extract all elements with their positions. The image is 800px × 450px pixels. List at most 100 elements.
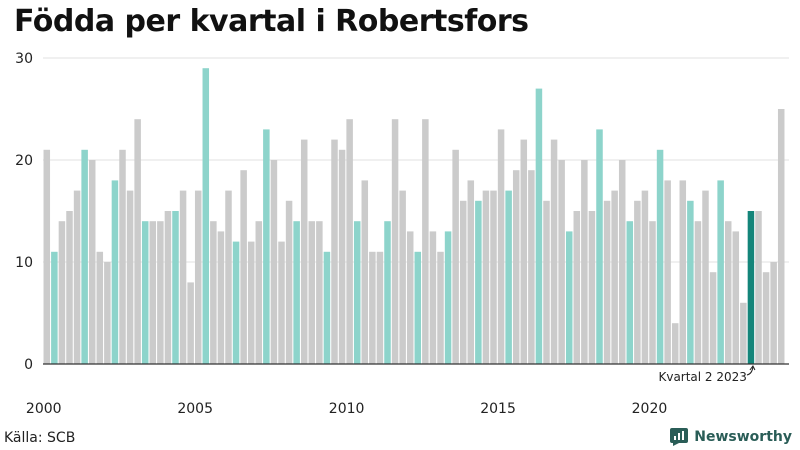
bar-2001-K3: 2001 K3: 20	[88, 160, 96, 364]
bar-2020-K4: 2020 K4: 4	[671, 323, 679, 364]
bar-2002-K1: 2002 K1: 10	[104, 262, 111, 364]
bar-2003-K4: 2003 K4: 14	[157, 221, 164, 364]
bar-2005-K4: 2005 K4: 13	[217, 231, 225, 364]
bar-2013-K2: 2013 K2: 13	[444, 231, 452, 364]
bar-2013-K4: 2013 K4: 16	[459, 200, 467, 364]
bar-2018-K1: 2018 K1: 15	[588, 211, 596, 364]
bar-2021-K2: 2021 K2: 16	[687, 200, 694, 364]
bar-2002-K4: 2002 K4: 17	[126, 190, 134, 364]
bar-2023-K3: 2023 K3: 15	[755, 211, 762, 364]
bar-2018-K4: 2018 K4: 17	[611, 190, 618, 364]
x-axis-ticks: 2000 2005 2010 2015 2020	[26, 401, 667, 417]
x-tick-label-2000: 2000	[26, 401, 62, 417]
bar-2000-K2: 2000 K2: 11	[51, 251, 58, 364]
bar-2008-K3: 2008 K3: 22	[300, 139, 308, 364]
bar-2018-K2: 2018 K2: 23	[596, 129, 603, 364]
bar-2014-K3: 2014 K3: 17	[482, 190, 490, 364]
bar-2009-K2: 2009 K2: 11	[323, 251, 331, 364]
bar-2022-K4: 2022 K4: 13	[732, 231, 740, 364]
bar-2023-K4: 2023 K4: 9	[762, 272, 770, 364]
bar-2017-K2: 2017 K2: 13	[565, 231, 573, 364]
bar-2001-K4: 2001 K4: 11	[96, 251, 104, 364]
bar-2014-K1: 2014 K1: 18	[467, 180, 475, 364]
bar-2009-K3: 2009 K3: 22	[331, 139, 338, 364]
bar-2021-K4: 2021 K4: 17	[702, 190, 709, 364]
annotation-arrowhead	[749, 365, 756, 371]
chart-title: Födda per kvartal i Robertsfors	[14, 4, 529, 39]
bar-2013-K1: 2013 K1: 11	[437, 251, 444, 364]
bar-2019-K3: 2019 K3: 16	[634, 200, 641, 364]
bar-2000-K3: 2000 K3: 14	[58, 221, 66, 364]
bar-2017-K3: 2017 K3: 15	[573, 211, 581, 364]
bar-2002-K2: 2002 K2: 18	[111, 180, 119, 364]
bar-2003-K3: 2003 K3: 14	[149, 221, 157, 364]
bar-2002-K3: 2002 K3: 21	[119, 149, 126, 364]
bar-2016-K3: 2016 K3: 16	[543, 200, 550, 364]
bar-2010-K2: 2010 K2: 14	[353, 221, 361, 364]
annotation-label: Kvartal 2 2023	[658, 370, 746, 384]
bar-2021-K3: 2021 K3: 14	[694, 221, 702, 364]
bar-2014-K4: 2014 K4: 17	[490, 190, 497, 364]
bar-2022-K1: 2022 K1: 9	[709, 272, 717, 364]
bar-2011-K2: 2011 K2: 14	[384, 221, 391, 364]
bar-2019-K4: 2019 K4: 17	[641, 190, 649, 364]
bar-2016-K2: 2016 K2: 27	[535, 88, 543, 364]
brand-logo[interactable]: Newsworthy	[670, 426, 792, 448]
y-tick-label: 30	[15, 51, 33, 67]
bar-2022-K3: 2022 K3: 14	[724, 221, 732, 364]
bar-2010-K4: 2010 K4: 11	[369, 251, 376, 364]
bar-2016-K1: 2016 K1: 19	[528, 170, 535, 364]
bar-2007-K3: 2007 K3: 20	[270, 160, 278, 364]
brand-name: Newsworthy	[694, 429, 792, 445]
bar-2004-K1: 2004 K1: 15	[164, 211, 172, 364]
bar-2007-K2: 2007 K2: 23	[263, 129, 270, 364]
bar-2020-K2: 2020 K2: 21	[656, 149, 664, 364]
bar-2004-K4: 2004 K4: 8	[187, 282, 194, 364]
bar-2007-K4: 2007 K4: 12	[278, 241, 285, 364]
bar-2008-K2: 2008 K2: 14	[293, 221, 300, 364]
bar-2009-K4: 2009 K4: 21	[338, 149, 346, 364]
bar-2001-K1: 2001 K1: 17	[73, 190, 81, 364]
bar-2005-K2: 2005 K2: 29	[202, 68, 210, 364]
y-tick-label: 10	[15, 255, 33, 271]
y-axis-ticks: 0 10 20 30	[15, 51, 33, 373]
bar-2015-K3: 2015 K3: 19	[512, 170, 520, 364]
bar-2008-K1: 2008 K1: 16	[285, 200, 293, 364]
bar-2006-K4: 2006 K4: 12	[247, 241, 255, 364]
bar-2019-K1: 2019 K1: 20	[618, 160, 626, 364]
bar-2001-K2: 2001 K2: 21	[81, 149, 88, 364]
bar-2004-K2: 2004 K2: 15	[172, 211, 179, 364]
bar-2000-K4: 2000 K4: 15	[66, 211, 73, 364]
bar-2015-K4: 2015 K4: 22	[520, 139, 528, 364]
bar-2021-K1: 2021 K1: 18	[679, 180, 687, 364]
x-tick-label-2020: 2020	[632, 401, 668, 417]
bar-2023-K1: 2023 K1: 6	[740, 302, 747, 364]
bar-2007-K1: 2007 K1: 14	[255, 221, 263, 364]
bar-2020-K3: 2020 K3: 18	[664, 180, 671, 364]
bar-2010-K3: 2010 K3: 18	[361, 180, 369, 364]
bar-2022-K2: 2022 K2: 18	[717, 180, 724, 364]
bar-2019-K2: 2019 K2: 14	[626, 221, 634, 364]
bar-2006-K1: 2006 K1: 17	[225, 190, 232, 364]
bar-2008-K4: 2008 K4: 14	[308, 221, 316, 364]
y-tick-label: 20	[15, 153, 33, 169]
bar-2012-K3: 2012 K3: 24	[422, 119, 429, 364]
bar-2011-K1: 2011 K1: 11	[376, 251, 384, 364]
bar-2012-K1: 2012 K1: 13	[406, 231, 414, 364]
bar-2024-K2: 2024 K2: 25	[777, 109, 785, 364]
bar-2016-K4: 2016 K4: 22	[550, 139, 558, 364]
bar-2017-K1: 2017 K1: 20	[558, 160, 565, 364]
bar-2020-K1: 2020 K1: 14	[649, 221, 656, 364]
x-tick-label-2005: 2005	[177, 401, 213, 417]
bar-2017-K4: 2017 K4: 20	[581, 160, 588, 364]
x-tick-label-2015: 2015	[480, 401, 516, 417]
annotation: Kvartal 2 2023	[658, 365, 756, 384]
bar-2013-K3: 2013 K3: 21	[452, 149, 459, 364]
bars: 2000 K1: 212000 K2: 112000 K3: 142000 K4…	[43, 68, 785, 364]
x-tick-label-2010: 2010	[329, 401, 365, 417]
bar-2006-K2: 2006 K2: 12	[232, 241, 240, 364]
newsworthy-logo-icon	[670, 428, 689, 446]
bar-2003-K2: 2003 K2: 14	[141, 221, 149, 364]
bar-2010-K1: 2010 K1: 24	[346, 119, 353, 364]
